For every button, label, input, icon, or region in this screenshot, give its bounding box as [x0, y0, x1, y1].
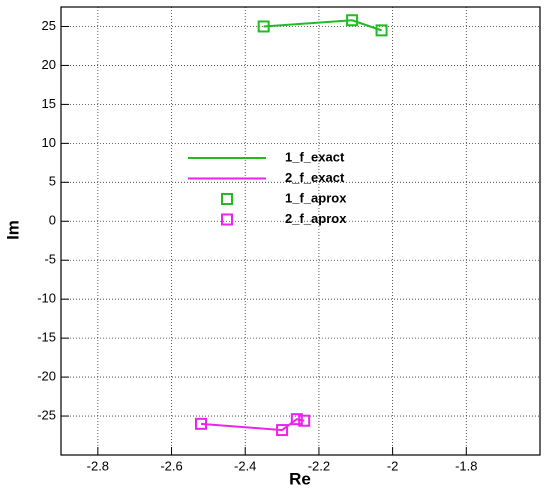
legend-label: 1_f_aprox [285, 190, 347, 205]
y-tick-label: -20 [37, 369, 56, 384]
marker [290, 413, 303, 426]
x-tick-label: -1.8 [455, 458, 477, 473]
marker [276, 424, 289, 437]
x-tick-label: -2 [387, 458, 399, 473]
y-tick-label: 5 [49, 174, 56, 189]
marker [257, 20, 270, 33]
series-line [200, 418, 305, 432]
legend-label: 1_f_exact [285, 149, 345, 164]
legend-label: 2_f_aprox [285, 211, 347, 226]
y-tick-label: 25 [42, 18, 56, 33]
legend-marker [221, 193, 233, 205]
marker [346, 14, 359, 27]
legend-marker [221, 213, 233, 226]
y-tick-label: -15 [37, 330, 56, 345]
y-tick-label: 15 [42, 96, 56, 111]
y-tick-label: 10 [42, 135, 56, 150]
y-tick-label: -10 [37, 291, 56, 306]
x-axis-title: Re [289, 469, 311, 488]
y-tick-label: -5 [44, 252, 56, 267]
y-tick-label: 0 [49, 213, 56, 228]
plot-frame [60, 6, 541, 456]
series-line [263, 19, 382, 32]
marker [195, 417, 208, 430]
marker [375, 24, 388, 37]
y-tick-label: 20 [42, 57, 56, 72]
x-tick-label: -2.2 [308, 458, 330, 473]
y-axis-title: Im [3, 220, 22, 240]
y-tick-label: -25 [37, 407, 56, 422]
legend-label: 2_f_exact [285, 170, 345, 185]
x-tick-label: -2.8 [87, 458, 109, 473]
marker [298, 414, 311, 427]
x-tick-label: -2.6 [160, 458, 182, 473]
x-tick-label: -2.4 [234, 458, 256, 473]
